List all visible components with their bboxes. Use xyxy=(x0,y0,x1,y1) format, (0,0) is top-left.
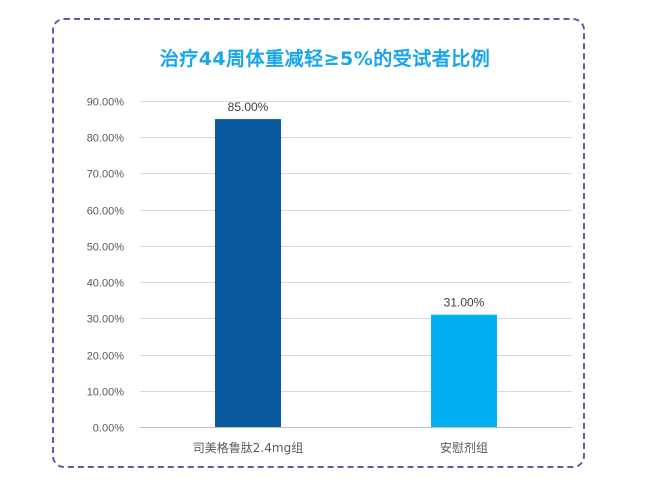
x-axis-category-labels: 司美格鲁肽2.4mg组 安慰剂组 xyxy=(193,440,488,455)
y-tick-label: 10.00% xyxy=(87,387,125,399)
bars xyxy=(215,119,497,427)
y-tick-label: 80.00% xyxy=(87,133,125,145)
data-labels: 85.00% 31.00% xyxy=(228,100,485,310)
data-label: 85.00% xyxy=(228,100,269,114)
y-tick-label: 0.00% xyxy=(93,423,124,435)
data-label: 31.00% xyxy=(444,296,485,310)
x-category-label: 安慰剂组 xyxy=(440,440,488,455)
chart-title: 治疗44周体重减轻≥5%的受试者比例 xyxy=(159,48,491,70)
y-tick-label: 60.00% xyxy=(87,206,125,218)
y-tick-label: 40.00% xyxy=(87,278,125,290)
y-tick-label: 30.00% xyxy=(87,314,125,326)
gridlines xyxy=(140,101,572,428)
y-tick-label: 90.00% xyxy=(87,97,125,109)
y-tick-label: 20.00% xyxy=(87,351,125,363)
bar-2 xyxy=(431,314,497,427)
x-category-label: 司美格鲁肽2.4mg组 xyxy=(193,440,303,455)
bar-1 xyxy=(215,119,281,427)
y-tick-label: 70.00% xyxy=(87,169,125,181)
y-axis-tick-labels: 0.00% 10.00% 20.00% 30.00% 40.00% 50.00% 60.00… xyxy=(87,97,125,435)
y-tick-label: 50.00% xyxy=(87,242,125,254)
